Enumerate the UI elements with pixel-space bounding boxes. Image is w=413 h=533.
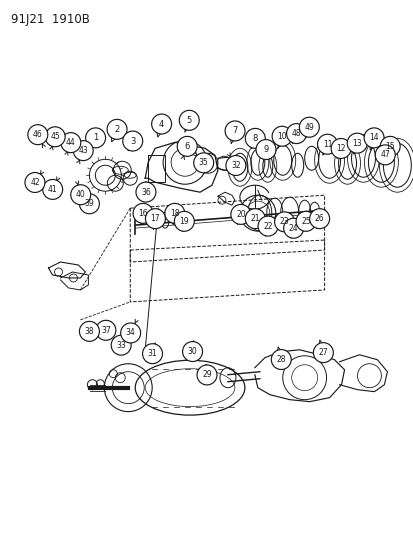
Circle shape <box>107 119 127 139</box>
Text: 17: 17 <box>150 214 160 223</box>
Text: 37: 37 <box>101 326 111 335</box>
Circle shape <box>257 216 278 236</box>
Text: 36: 36 <box>141 188 150 197</box>
Circle shape <box>135 182 156 202</box>
Text: 21: 21 <box>250 214 259 223</box>
Text: 42: 42 <box>30 178 40 187</box>
Text: 48: 48 <box>291 129 301 138</box>
Text: 34: 34 <box>126 328 135 337</box>
Text: 47: 47 <box>380 150 389 159</box>
Circle shape <box>271 126 291 146</box>
Text: 27: 27 <box>318 348 328 357</box>
Circle shape <box>330 139 350 158</box>
Circle shape <box>177 136 197 156</box>
Text: 23: 23 <box>279 217 289 227</box>
Circle shape <box>225 156 245 175</box>
Text: 43: 43 <box>78 146 88 155</box>
Circle shape <box>309 209 329 229</box>
Circle shape <box>71 185 90 205</box>
Circle shape <box>174 212 194 231</box>
Text: 7: 7 <box>232 126 237 135</box>
Text: 8: 8 <box>252 134 257 143</box>
Circle shape <box>313 343 332 362</box>
Text: 13: 13 <box>351 139 361 148</box>
Text: 18: 18 <box>170 209 179 218</box>
Text: 3: 3 <box>130 136 135 146</box>
Circle shape <box>197 365 216 385</box>
Text: 11: 11 <box>322 140 331 149</box>
Circle shape <box>28 125 47 144</box>
Text: 29: 29 <box>202 370 211 379</box>
Circle shape <box>151 114 171 134</box>
Text: 2: 2 <box>114 125 119 134</box>
Text: 4: 4 <box>159 119 164 128</box>
Circle shape <box>295 212 315 231</box>
Circle shape <box>347 133 366 153</box>
Circle shape <box>111 335 131 355</box>
Circle shape <box>283 218 303 238</box>
Circle shape <box>286 124 306 143</box>
Circle shape <box>45 127 65 147</box>
Circle shape <box>299 117 318 137</box>
Text: 39: 39 <box>84 199 94 208</box>
Circle shape <box>85 128 105 148</box>
Text: 24: 24 <box>288 224 298 233</box>
Text: 31: 31 <box>147 349 157 358</box>
Circle shape <box>121 323 140 343</box>
Circle shape <box>25 173 45 192</box>
Text: 22: 22 <box>263 222 272 231</box>
Text: 28: 28 <box>276 355 285 364</box>
Text: 49: 49 <box>304 123 313 132</box>
Text: 19: 19 <box>179 217 189 226</box>
Circle shape <box>179 110 199 130</box>
Circle shape <box>379 136 399 156</box>
Text: 44: 44 <box>66 138 76 147</box>
Text: 35: 35 <box>198 158 208 167</box>
Circle shape <box>193 153 213 173</box>
Text: 41: 41 <box>48 185 57 194</box>
Circle shape <box>79 194 99 214</box>
Text: 33: 33 <box>116 341 126 350</box>
Circle shape <box>363 128 383 148</box>
Circle shape <box>164 204 184 223</box>
Circle shape <box>225 121 244 141</box>
Circle shape <box>73 141 93 160</box>
Text: 45: 45 <box>50 132 60 141</box>
Circle shape <box>271 350 290 369</box>
Text: 32: 32 <box>230 161 240 170</box>
Circle shape <box>245 209 265 229</box>
Text: 6: 6 <box>184 142 190 151</box>
Circle shape <box>133 204 153 223</box>
Text: 16: 16 <box>138 209 147 218</box>
Text: 30: 30 <box>187 347 197 356</box>
Circle shape <box>182 342 202 361</box>
Circle shape <box>142 344 162 364</box>
Text: 38: 38 <box>84 327 94 336</box>
Text: 9: 9 <box>263 145 268 154</box>
Text: 12: 12 <box>335 144 345 153</box>
Circle shape <box>230 205 250 224</box>
Text: 15: 15 <box>385 142 394 151</box>
Text: 40: 40 <box>76 190 85 199</box>
Text: 1: 1 <box>93 133 98 142</box>
Circle shape <box>255 140 275 159</box>
Circle shape <box>374 145 394 165</box>
Text: 10: 10 <box>277 132 286 141</box>
Circle shape <box>317 134 337 154</box>
Circle shape <box>61 133 81 152</box>
Text: 20: 20 <box>235 210 245 219</box>
Circle shape <box>245 128 265 148</box>
Text: 46: 46 <box>33 130 43 139</box>
Text: 26: 26 <box>314 214 324 223</box>
Text: 5: 5 <box>186 116 191 125</box>
Circle shape <box>274 212 294 232</box>
Text: 91J21  1910B: 91J21 1910B <box>11 13 89 26</box>
Circle shape <box>123 131 142 151</box>
Text: 25: 25 <box>301 217 310 226</box>
Circle shape <box>43 180 62 199</box>
Circle shape <box>145 209 165 229</box>
Text: 14: 14 <box>368 133 378 142</box>
Circle shape <box>96 320 116 340</box>
Circle shape <box>79 321 99 341</box>
